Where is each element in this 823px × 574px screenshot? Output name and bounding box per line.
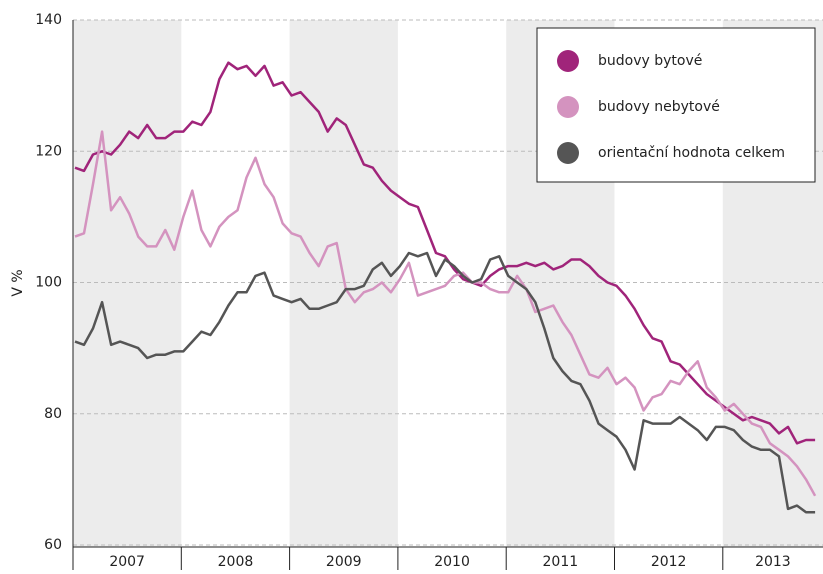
- y-tick-label: 120: [35, 143, 62, 159]
- x-tick-label: 2011: [543, 554, 579, 570]
- x-tick-label: 2009: [326, 554, 362, 570]
- legend-label: orientační hodnota celkem: [598, 145, 785, 161]
- legend-swatch: [557, 96, 579, 118]
- y-tick-label: 80: [44, 406, 62, 422]
- year-band: [73, 20, 182, 547]
- legend-box: [536, 27, 816, 183]
- x-tick-label: 2008: [218, 554, 254, 570]
- legend-swatch: [557, 50, 579, 72]
- y-tick-label: 140: [35, 12, 62, 28]
- series-line: [74, 251, 816, 514]
- legend-swatch: [557, 142, 579, 164]
- x-tick-label: 2012: [651, 554, 687, 570]
- x-tick-label: 2007: [109, 554, 145, 570]
- series-line: [74, 61, 816, 445]
- series-line: [74, 130, 817, 497]
- legend-label: budovy bytové: [598, 53, 702, 69]
- y-axis-label: V %: [10, 269, 26, 296]
- legend-label: budovy nebytové: [598, 99, 720, 115]
- x-tick-label: 2010: [434, 554, 470, 570]
- y-tick-label: 100: [35, 275, 62, 291]
- x-tick-label: 2013: [755, 554, 791, 570]
- y-tick-label: 60: [44, 537, 62, 553]
